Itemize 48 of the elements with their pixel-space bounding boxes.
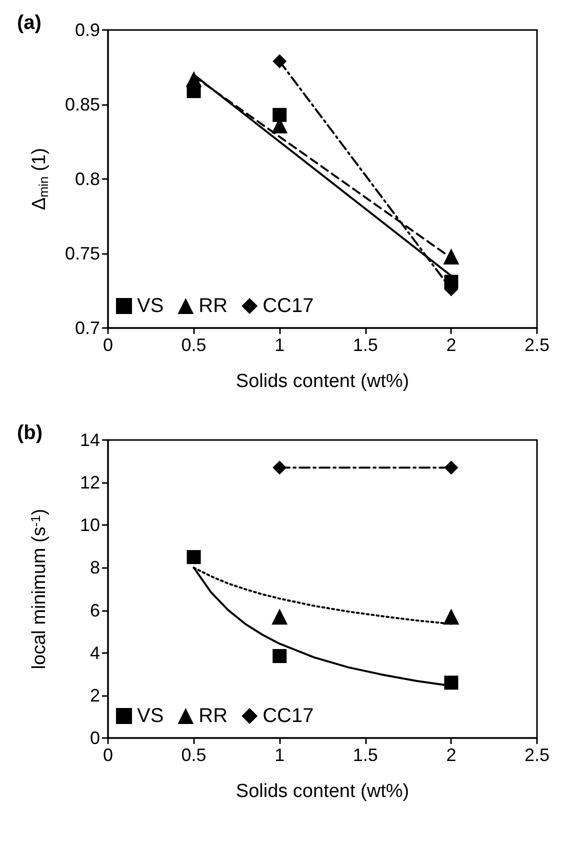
point (443, 608, 460, 625)
y-tick-label: 0.8 (74, 169, 100, 189)
x-tick-label: 0.5 (181, 335, 206, 355)
x-tick-label: 1.5 (352, 745, 378, 765)
y-tick-label: 4 (90, 642, 100, 663)
y-tick-label: 14 (80, 430, 100, 450)
y-tick-label: 2 (90, 685, 100, 706)
x-tick-label: 2 (446, 335, 456, 355)
x-tick-label: 0 (102, 745, 114, 765)
y-tick-label: 0.9 (74, 20, 100, 40)
point (272, 649, 287, 664)
legend-label: VS (137, 295, 164, 317)
x-axis-title: Solids content (wt%) (236, 781, 410, 802)
x-tick-label: 0.5 (181, 745, 206, 765)
y-tick-label: 0.85 (64, 94, 100, 114)
point (272, 108, 287, 122)
legend-label: CC17 (262, 705, 314, 727)
x-tick-label: 2 (446, 745, 456, 765)
x-tick-label: 0 (102, 335, 114, 355)
y-tick-label: 0.75 (64, 244, 100, 264)
chart-title: (b) (17, 422, 43, 444)
y-tick-label: 10 (80, 515, 100, 536)
x-axis-title: Solids content (wt%) (236, 371, 410, 392)
x-tick-label: 1.5 (352, 335, 378, 355)
y-tick-label: 0 (90, 728, 100, 748)
y-tick-label: 6 (90, 600, 100, 620)
point (272, 54, 287, 68)
x-tick-label: 1 (274, 335, 285, 355)
y-axis-title: Δmin (1) (29, 148, 51, 210)
legend-label: RR (198, 295, 228, 317)
legend-label: CC17 (262, 295, 314, 317)
y-tick-label: 0.7 (74, 318, 100, 338)
x-tick-label: 2.5 (524, 335, 550, 355)
legend-label: VS (137, 705, 164, 727)
point (272, 460, 287, 475)
y-tick-label: 8 (90, 558, 100, 578)
x-tick-label: 1 (274, 745, 285, 765)
legend-label: RR (198, 705, 228, 727)
y-tick-label: 12 (80, 472, 100, 493)
point (444, 676, 458, 690)
point (272, 608, 288, 625)
y-axis-title: local minimum (s-1) (28, 508, 50, 670)
point (444, 460, 458, 475)
chart-title: (a) (17, 12, 42, 34)
point (186, 71, 202, 88)
point (186, 550, 201, 564)
x-tick-label: 2.5 (524, 745, 550, 765)
point (443, 248, 460, 264)
